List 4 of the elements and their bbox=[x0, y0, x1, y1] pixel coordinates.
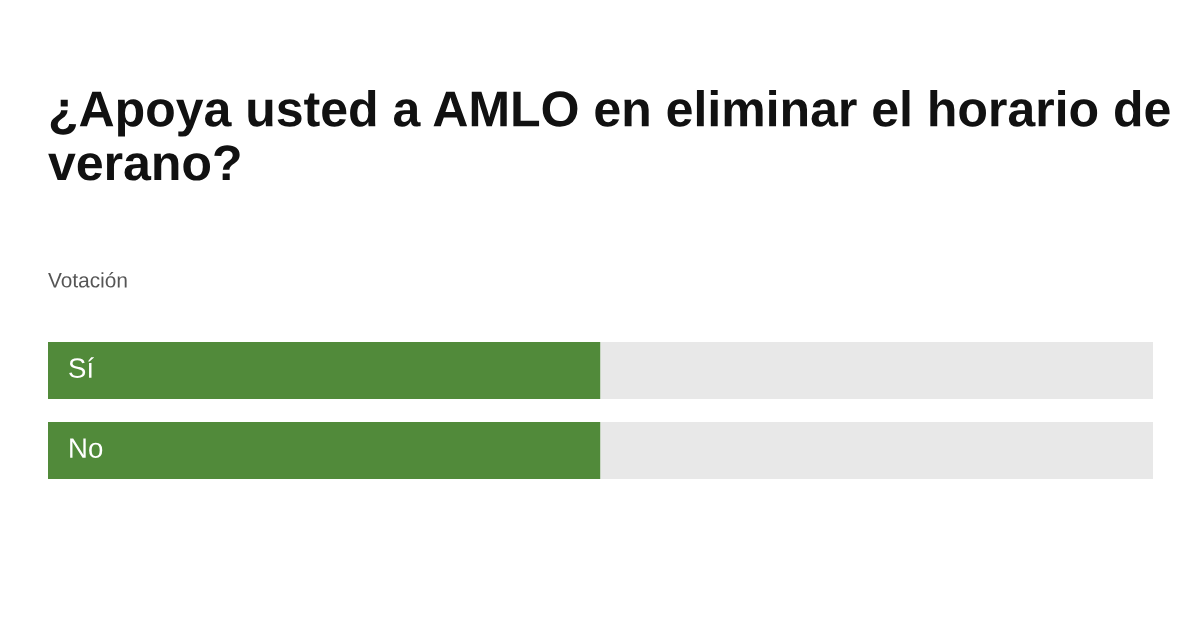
chart-subtitle: Votación bbox=[48, 272, 127, 288]
chart-title: ¿Apoya usted a AMLO en eliminar el horario de verano? bbox=[48, 90, 1170, 181]
y-tick-label: No bbox=[70, 438, 103, 458]
y-tick-label: Sí bbox=[69, 357, 95, 378]
